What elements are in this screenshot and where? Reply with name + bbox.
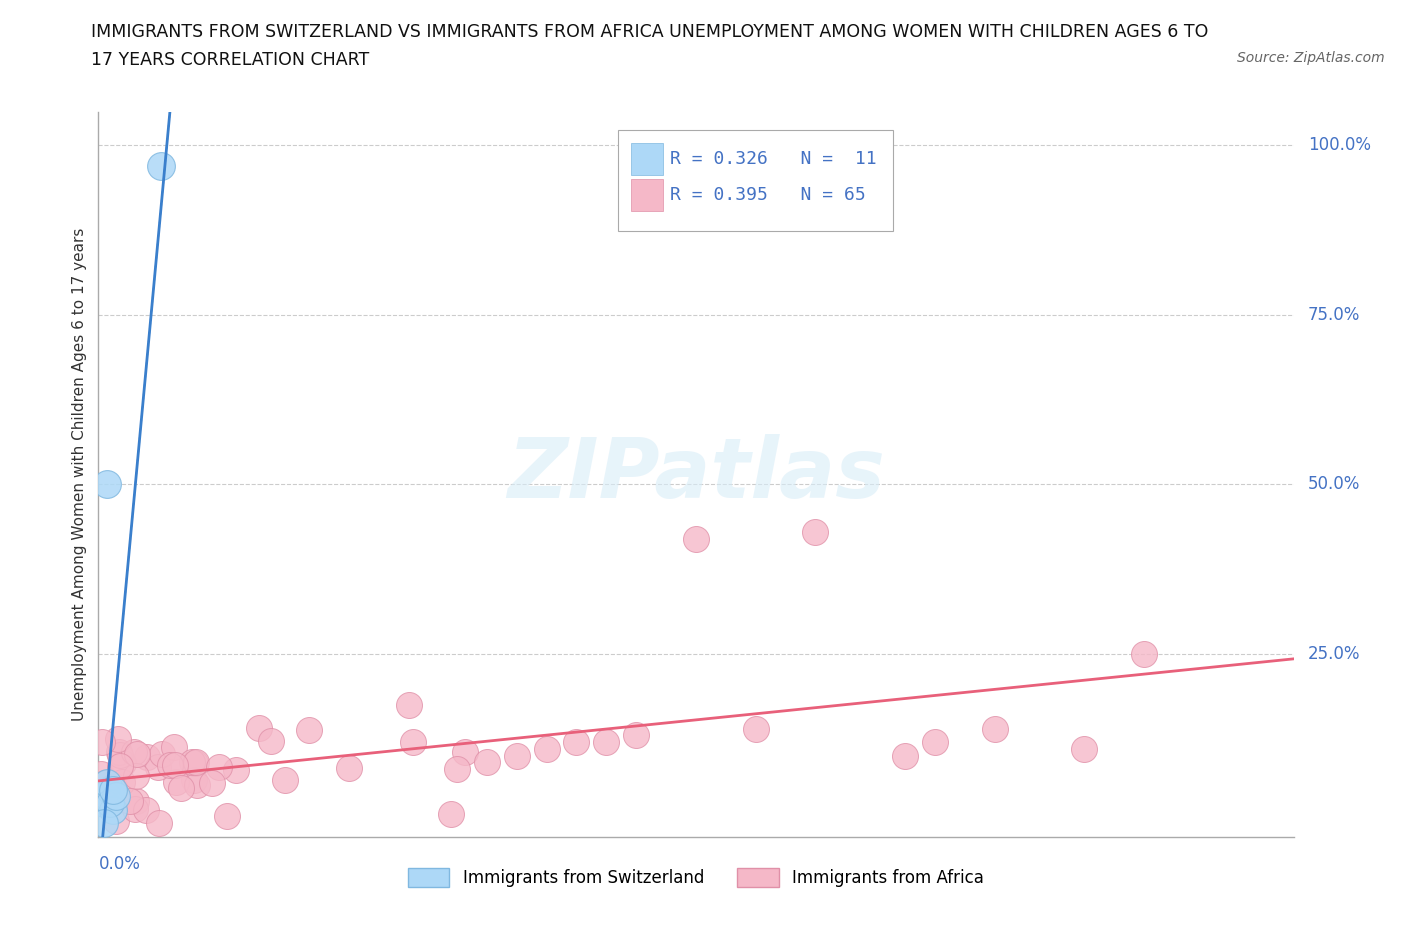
FancyBboxPatch shape [619, 130, 893, 232]
Point [150, 158, 173, 173]
Point [108, 748, 131, 763]
Point [150, 746, 173, 761]
Point [96, 477, 118, 492]
Point [894, 749, 917, 764]
Point [260, 734, 283, 749]
Point [595, 735, 617, 750]
Point [98, 782, 122, 797]
Point [685, 531, 707, 546]
Text: Source: ZipAtlas.com: Source: ZipAtlas.com [1237, 51, 1385, 65]
Point [626, 728, 648, 743]
Point [186, 777, 208, 792]
Text: 100.0%: 100.0% [1308, 137, 1371, 154]
Point [159, 758, 181, 773]
Point [440, 806, 463, 821]
Point [183, 755, 205, 770]
Point [103, 803, 125, 817]
Text: IMMIGRANTS FROM SWITZERLAND VS IMMIGRANTS FROM AFRICA UNEMPLOYMENT AMONG WOMEN W: IMMIGRANTS FROM SWITZERLAND VS IMMIGRANT… [91, 23, 1209, 41]
Point [101, 779, 124, 794]
Text: ZIPatlas: ZIPatlas [508, 433, 884, 515]
Point [98, 796, 122, 811]
Point [105, 789, 128, 804]
Point [146, 760, 169, 775]
Point [93, 792, 115, 807]
Point [565, 735, 588, 750]
Point [1133, 646, 1156, 661]
Point [98, 782, 121, 797]
Point [93, 796, 115, 811]
Point [208, 759, 231, 774]
Point [94, 776, 117, 790]
FancyBboxPatch shape [631, 179, 662, 211]
Point [108, 759, 131, 774]
FancyBboxPatch shape [631, 143, 662, 175]
Point [201, 776, 224, 790]
Point [93, 787, 115, 802]
Point [108, 745, 131, 760]
Point [402, 735, 425, 750]
Point [536, 741, 558, 756]
Point [125, 794, 148, 809]
Point [103, 778, 125, 793]
Point [274, 773, 297, 788]
Point [96, 789, 118, 804]
Point [298, 723, 321, 737]
Point [125, 769, 148, 784]
Point [183, 773, 205, 788]
Legend: Immigrants from Switzerland, Immigrants from Africa: Immigrants from Switzerland, Immigrants … [401, 861, 991, 894]
Point [135, 803, 157, 817]
Point [165, 775, 187, 790]
Point [924, 735, 946, 750]
Point [339, 761, 361, 776]
Point [217, 808, 239, 823]
Point [745, 721, 768, 736]
Point [90, 766, 112, 781]
Point [107, 731, 129, 746]
Point [475, 755, 498, 770]
Point [165, 758, 187, 773]
Y-axis label: Unemployment Among Women with Children Ages 6 to 17 years: Unemployment Among Women with Children A… [72, 228, 87, 721]
Point [454, 744, 477, 759]
Point [124, 802, 146, 817]
Point [124, 745, 146, 760]
Text: R = 0.326   N =  11: R = 0.326 N = 11 [669, 150, 876, 167]
Point [506, 749, 529, 764]
Text: 25.0%: 25.0% [1308, 645, 1361, 663]
Point [1073, 741, 1095, 756]
Point [225, 763, 247, 777]
Point [148, 816, 170, 830]
Point [103, 782, 125, 797]
Point [804, 525, 827, 539]
Point [105, 814, 128, 829]
Point [398, 698, 420, 712]
Point [111, 775, 134, 790]
Text: 50.0%: 50.0% [1308, 475, 1360, 494]
Point [247, 721, 270, 736]
Point [105, 793, 128, 808]
Point [96, 776, 118, 790]
Text: 17 YEARS CORRELATION CHART: 17 YEARS CORRELATION CHART [91, 51, 370, 69]
Text: 75.0%: 75.0% [1308, 306, 1360, 324]
Point [91, 735, 114, 750]
Point [446, 762, 468, 777]
Point [170, 780, 193, 795]
Point [112, 756, 135, 771]
Point [163, 739, 186, 754]
Point [93, 816, 115, 830]
Point [181, 755, 204, 770]
Point [118, 793, 141, 808]
Point [984, 721, 1007, 736]
Point [136, 750, 159, 764]
Text: 0.0%: 0.0% [98, 856, 141, 873]
Point [127, 746, 149, 761]
Text: R = 0.395   N = 65: R = 0.395 N = 65 [669, 186, 866, 204]
Point [186, 754, 208, 769]
